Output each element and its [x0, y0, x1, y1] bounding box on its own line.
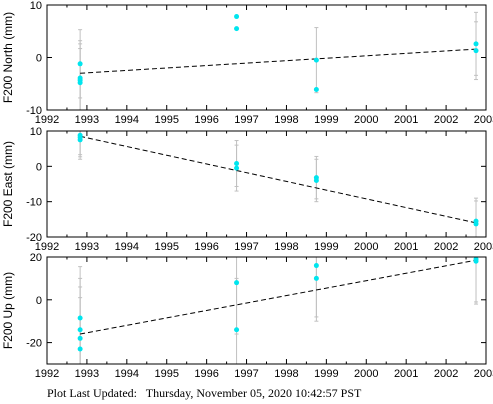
data-point [234, 14, 240, 20]
x-tick-label: 1994 [115, 241, 139, 253]
data-point [77, 335, 83, 341]
plot-frame [46, 4, 487, 111]
x-tick-label: 1999 [314, 368, 338, 380]
x-tick-label: 2002 [434, 114, 458, 126]
data-point [234, 161, 240, 167]
trend-line [80, 135, 477, 224]
x-tick-label: 2003 [474, 368, 493, 380]
x-tick-label: 1997 [234, 114, 258, 126]
y-axis-label: F200 Up (mm) [1, 272, 15, 349]
panel-1: 1992 1993 1994 1995 1996 1997 1998 1999 2000 2001… [1, 0, 493, 126]
y-tick-label: 20 [30, 252, 42, 264]
data-point [473, 221, 479, 227]
y-tick-label: -20 [26, 232, 42, 244]
x-tick-label: 1998 [274, 368, 298, 380]
trend-line [80, 48, 477, 74]
plot-frame [46, 130, 487, 238]
y-tick-label: -10 [26, 105, 42, 117]
data-point [77, 346, 83, 352]
x-tick-label: 2002 [434, 368, 458, 380]
x-tick-label: 2000 [354, 114, 378, 126]
data-point [234, 327, 240, 333]
x-tick-label: 2001 [394, 114, 418, 126]
x-tick-label: 1995 [154, 241, 178, 253]
y-tick-label: 0 [36, 53, 42, 65]
x-tick-label: 1995 [154, 368, 178, 380]
data-point [234, 280, 240, 286]
x-tick-label: 1997 [234, 241, 258, 253]
y-tick-label: 10 [30, 126, 42, 138]
data-point [473, 41, 479, 47]
data-point [77, 61, 83, 67]
x-tick-label: 1993 [75, 241, 99, 253]
data-point [473, 48, 479, 54]
x-tick-label: 2000 [354, 368, 378, 380]
x-tick-label: 1992 [35, 241, 59, 253]
y-tick-label: 0 [36, 161, 42, 173]
data-point [313, 177, 319, 183]
data-point [77, 80, 83, 86]
data-point [313, 275, 319, 281]
footer-note: Plot Last Updated: Thursday, November 05… [47, 386, 361, 401]
data-point [473, 258, 479, 264]
x-tick-label: 1998 [274, 114, 298, 126]
data-point [313, 57, 319, 63]
data-point [77, 315, 83, 321]
data-point [313, 87, 319, 93]
footer-datetime: Thursday, November 05, 2020 10:42:57 PST [145, 386, 362, 400]
data-point [77, 327, 83, 333]
plot-frame [46, 256, 487, 365]
x-tick-label: 2001 [394, 368, 418, 380]
trend-line [80, 259, 477, 335]
x-tick-label: 1994 [115, 114, 139, 126]
y-axis-label: F200 North (mm) [1, 12, 15, 103]
x-tick-label: 1999 [314, 241, 338, 253]
x-tick-label: 1994 [115, 368, 139, 380]
x-tick-label: 2003 [474, 114, 493, 126]
y-tick-label: -10 [26, 197, 42, 209]
x-tick-label: 2003 [474, 241, 493, 253]
data-point [77, 137, 83, 143]
panel-2: 1992 1993 1994 1995 1996 1997 1998 1999 2000 2001… [1, 126, 493, 253]
y-axis-label: F200 East (mm) [1, 141, 15, 227]
x-tick-label: 1996 [194, 114, 218, 126]
x-tick-label: 1996 [194, 368, 218, 380]
x-tick-label: 1995 [154, 114, 178, 126]
y-tick-label: 0 [36, 295, 42, 307]
x-tick-label: 2002 [434, 241, 458, 253]
x-tick-label: 1992 [35, 368, 59, 380]
data-point [313, 263, 319, 269]
x-tick-label: 1993 [75, 114, 99, 126]
data-point [234, 26, 240, 32]
x-tick-label: 2001 [394, 241, 418, 253]
y-tick-label: -20 [26, 338, 42, 350]
x-tick-label: 2000 [354, 241, 378, 253]
data-point [234, 165, 240, 171]
x-tick-label: 1992 [35, 114, 59, 126]
x-tick-label: 1996 [194, 241, 218, 253]
x-tick-label: 1997 [234, 368, 258, 380]
x-tick-label: 1999 [314, 114, 338, 126]
x-tick-label: 1998 [274, 241, 298, 253]
y-tick-label: 10 [30, 0, 42, 12]
footer-label: Plot Last Updated: [47, 386, 137, 400]
panel-3: 1992 1993 1994 1995 1996 1997 1998 1999 2000 2001… [1, 252, 493, 380]
x-tick-label: 1993 [75, 368, 99, 380]
